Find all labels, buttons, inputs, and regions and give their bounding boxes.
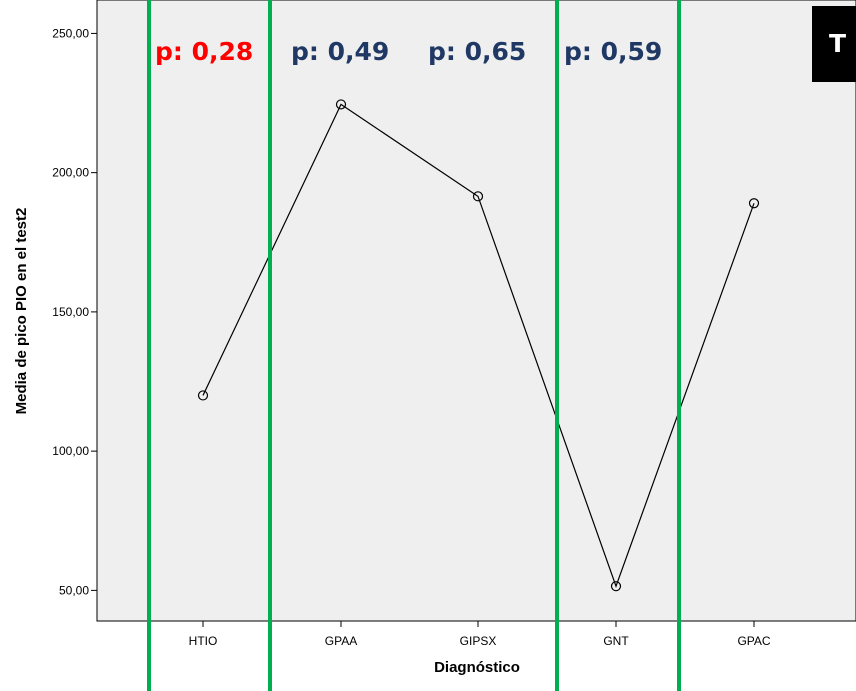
y-axis: 50,00 100,00 150,00 200,00 250,00 — [52, 26, 97, 597]
x-tick-label: GPAA — [325, 634, 357, 648]
y-tick-label: 50,00 — [59, 583, 89, 597]
y-tick-label: 200,00 — [52, 166, 89, 180]
data-point — [610, 581, 622, 592]
green-divider-group — [147, 0, 681, 691]
x-tick-label: GNT — [603, 634, 629, 648]
p-value-annotation-group: p: 0,28 p: 0,49 p: 0,65 p: 0,59 — [155, 37, 662, 66]
series-line — [202, 103, 755, 588]
x-tick-label: GPAC — [737, 634, 770, 648]
series-line-group — [197, 99, 760, 592]
data-point — [335, 99, 347, 110]
corner-label-box — [812, 6, 856, 82]
y-tick-label: 100,00 — [52, 444, 89, 458]
corner-label: T — [829, 29, 846, 58]
x-axis: HTIO GPAA GIPSX GNT GPAC — [189, 621, 771, 648]
p-value-annotation: p: 0,49 — [291, 37, 389, 66]
data-point — [472, 191, 484, 202]
p-value-annotation: p: 0,65 — [428, 37, 526, 66]
plot-area — [96, 0, 856, 622]
x-tick-label: HTIO — [189, 634, 218, 648]
data-point — [197, 390, 209, 401]
y-tick-label: 250,00 — [52, 26, 89, 40]
p-value-annotation: p: 0,28 — [155, 37, 253, 66]
data-point — [748, 198, 760, 209]
p-value-annotation: p: 0,59 — [564, 37, 662, 66]
y-tick-label: 150,00 — [52, 305, 89, 319]
x-axis-title: Diagnóstico — [434, 659, 520, 676]
y-axis-title: Media de pico PIO en el test2 — [13, 208, 30, 415]
x-tick-label: GIPSX — [460, 634, 497, 648]
